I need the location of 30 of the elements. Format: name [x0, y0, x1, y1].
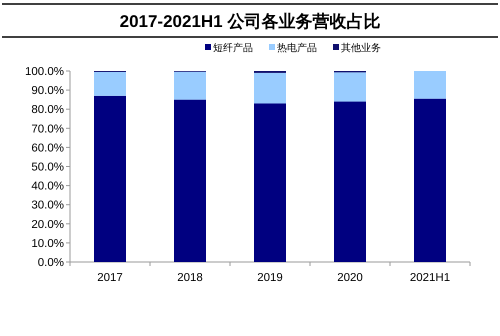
y-tick-label: 70.0% — [31, 123, 64, 136]
y-tick-label: 10.0% — [31, 238, 64, 250]
x-tick-label: 2020 — [337, 272, 363, 284]
x-tick-label: 2021H1 — [410, 272, 450, 284]
bar — [94, 72, 126, 96]
x-tick-label: 2019 — [257, 272, 283, 284]
y-tick-label: 90.0% — [31, 85, 64, 98]
bar — [414, 71, 446, 99]
bar — [254, 103, 286, 262]
legend-label: 短纤产品 — [213, 42, 253, 54]
bar — [94, 96, 126, 262]
bar — [174, 72, 206, 100]
y-tick-label: 20.0% — [31, 218, 64, 231]
y-tick-label: 40.0% — [31, 180, 64, 193]
y-tick-label: 80.0% — [31, 104, 64, 116]
legend-label: 其他业务 — [341, 42, 381, 54]
x-tick-label: 2018 — [177, 272, 203, 284]
y-tick-label: 50.0% — [31, 162, 64, 174]
bar — [174, 100, 206, 262]
bar — [414, 98, 446, 262]
title: 2017-2021H1 公司各业务营收占比 — [120, 12, 380, 31]
legend-label: 热电产品 — [277, 42, 317, 54]
x-tick-label: 2017 — [97, 272, 123, 284]
bar — [334, 102, 366, 262]
y-tick-label: 30.0% — [31, 200, 64, 212]
bar — [334, 72, 366, 102]
y-tick-label: 100.0% — [24, 66, 64, 78]
y-tick-label: 0.0% — [38, 257, 64, 269]
bar — [254, 72, 286, 104]
y-tick-label: 60.0% — [31, 142, 64, 154]
